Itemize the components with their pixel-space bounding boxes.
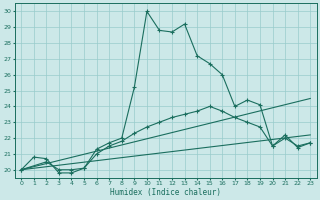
X-axis label: Humidex (Indice chaleur): Humidex (Indice chaleur): [110, 188, 221, 197]
